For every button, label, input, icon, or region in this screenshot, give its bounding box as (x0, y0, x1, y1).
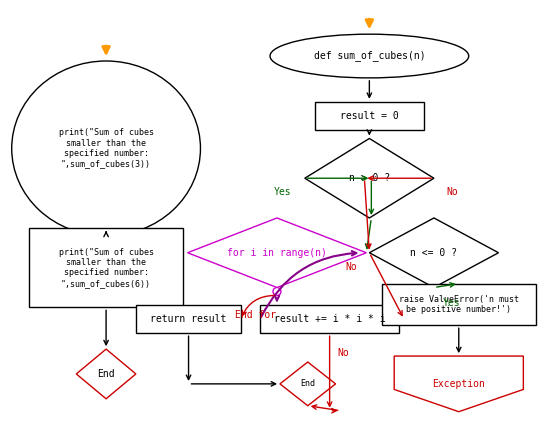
Polygon shape (369, 218, 498, 287)
Bar (29, 228, 183, 307)
Text: End: End (300, 380, 315, 388)
Text: def sum_of_cubes(n): def sum_of_cubes(n) (313, 51, 425, 62)
Text: n > 0 ?: n > 0 ? (349, 173, 390, 183)
Bar (136, 306, 241, 333)
Bar (260, 306, 399, 333)
Polygon shape (76, 349, 136, 399)
Text: End for: End for (235, 310, 276, 320)
Bar (382, 283, 536, 325)
Text: No: No (345, 262, 357, 272)
Ellipse shape (12, 61, 200, 236)
Text: print("Sum of cubes
smaller than the
specified number:
",sum_of_cubes(3)): print("Sum of cubes smaller than the spe… (59, 128, 154, 169)
Text: No: No (338, 348, 349, 358)
Polygon shape (280, 362, 336, 406)
Text: print("Sum of cubes
smaller than the
specified number:
",sum_of_cubes(6)): print("Sum of cubes smaller than the spe… (59, 247, 154, 288)
Polygon shape (187, 218, 367, 287)
Polygon shape (394, 356, 523, 412)
Text: raise ValueError('n must
be positive number!'): raise ValueError('n must be positive num… (399, 295, 519, 314)
Text: End: End (97, 369, 115, 379)
Ellipse shape (270, 34, 469, 78)
Circle shape (273, 287, 281, 295)
Polygon shape (305, 139, 434, 218)
Text: result = 0: result = 0 (340, 110, 399, 121)
Text: No: No (446, 187, 458, 197)
Text: return result: return result (150, 314, 227, 324)
Text: Yes: Yes (274, 187, 292, 197)
Text: Exception: Exception (432, 379, 485, 389)
Text: Yes: Yes (443, 298, 460, 309)
Text: n <= 0 ?: n <= 0 ? (411, 248, 457, 258)
Text: for i in range(n): for i in range(n) (227, 248, 327, 258)
Text: result += i * i * i: result += i * i * i (274, 314, 386, 324)
Bar (315, 102, 424, 130)
